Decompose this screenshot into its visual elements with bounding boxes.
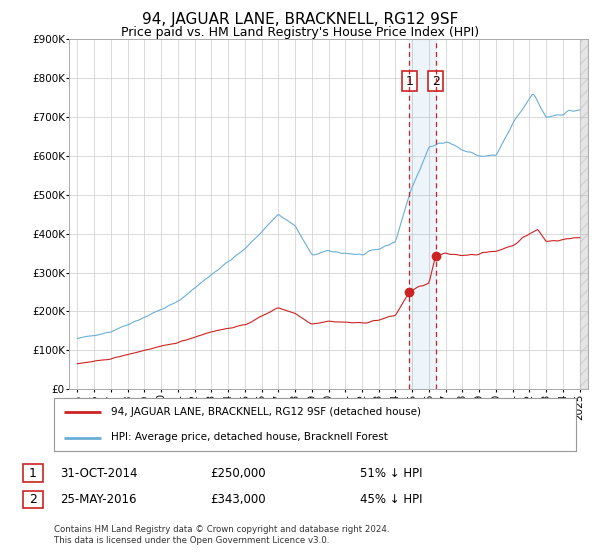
Text: Contains HM Land Registry data © Crown copyright and database right 2024.
This d: Contains HM Land Registry data © Crown c… bbox=[54, 525, 389, 545]
Text: 1: 1 bbox=[29, 466, 37, 480]
Text: 2: 2 bbox=[432, 74, 440, 88]
Text: 25-MAY-2016: 25-MAY-2016 bbox=[60, 493, 137, 506]
Text: 51% ↓ HPI: 51% ↓ HPI bbox=[360, 466, 422, 480]
Text: 94, JAGUAR LANE, BRACKNELL, RG12 9SF: 94, JAGUAR LANE, BRACKNELL, RG12 9SF bbox=[142, 12, 458, 27]
Text: 45% ↓ HPI: 45% ↓ HPI bbox=[360, 493, 422, 506]
Text: 2: 2 bbox=[29, 493, 37, 506]
Text: £250,000: £250,000 bbox=[210, 466, 266, 480]
Text: 1: 1 bbox=[406, 74, 413, 88]
Text: 94, JAGUAR LANE, BRACKNELL, RG12 9SF (detached house): 94, JAGUAR LANE, BRACKNELL, RG12 9SF (de… bbox=[112, 408, 421, 418]
Text: £343,000: £343,000 bbox=[210, 493, 266, 506]
Bar bbox=[580, 39, 588, 389]
Text: HPI: Average price, detached house, Bracknell Forest: HPI: Average price, detached house, Brac… bbox=[112, 432, 388, 442]
Bar bbox=[409, 39, 436, 389]
Text: 31-OCT-2014: 31-OCT-2014 bbox=[60, 466, 137, 480]
Text: Price paid vs. HM Land Registry's House Price Index (HPI): Price paid vs. HM Land Registry's House … bbox=[121, 26, 479, 39]
